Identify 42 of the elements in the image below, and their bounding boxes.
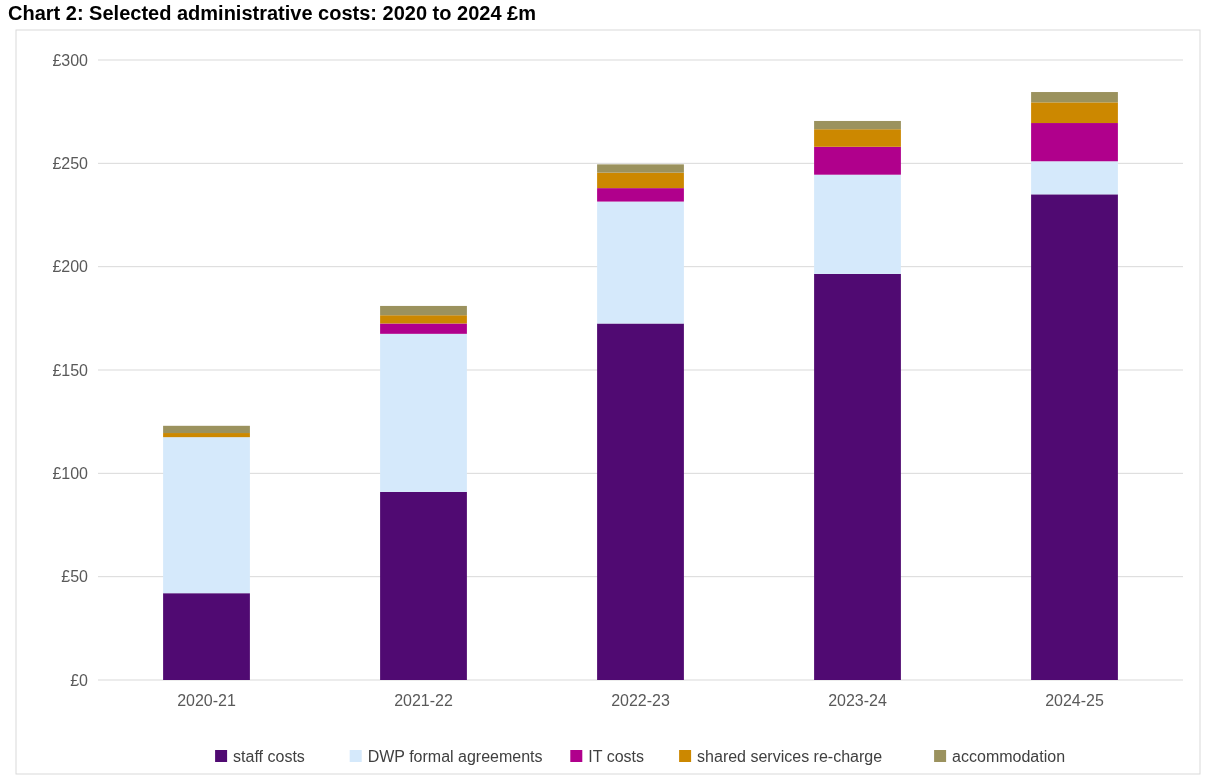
y-tick-label: £250 <box>52 154 89 172</box>
bar <box>380 333 467 492</box>
y-tick-label: £150 <box>52 361 89 379</box>
bar <box>814 120 901 130</box>
y-tick-label: £100 <box>52 464 89 482</box>
bar <box>1031 102 1118 124</box>
y-tick-label: £200 <box>52 258 89 276</box>
bar <box>814 174 901 274</box>
bar <box>380 315 467 324</box>
bar <box>1031 161 1118 195</box>
bar <box>163 433 250 438</box>
bar <box>814 146 901 175</box>
y-tick-label: £50 <box>61 568 89 586</box>
x-tick-label: 2020-21 <box>177 692 236 709</box>
x-tick-label: 2021-22 <box>394 692 453 709</box>
x-tick-label: 2023-24 <box>828 692 887 709</box>
x-tick-label: 2022-23 <box>611 692 670 709</box>
y-tick-label: £300 <box>52 51 89 69</box>
bar <box>1031 123 1118 162</box>
bar <box>814 129 901 147</box>
bar <box>380 323 467 334</box>
x-tick-label: 2024-25 <box>1045 692 1104 709</box>
bar <box>1031 194 1118 680</box>
chart-title: Chart 2: Selected administrative costs: 2020 to 2024 £m <box>8 2 537 24</box>
bar <box>597 323 684 680</box>
bar <box>597 172 684 189</box>
y-tick-label: £0 <box>70 671 89 689</box>
bar <box>380 491 467 680</box>
legend-label: staff costs <box>233 748 305 765</box>
legend-label: IT costs <box>588 748 645 765</box>
bar <box>597 201 684 324</box>
bar <box>163 425 250 434</box>
legend-label: DWP formal agreements <box>367 748 543 765</box>
bar <box>163 593 250 680</box>
bar <box>814 273 901 680</box>
bar <box>597 188 684 202</box>
bar <box>597 164 684 173</box>
legend-label: accommodation <box>952 748 1066 765</box>
bar <box>1031 92 1118 103</box>
legend-label: shared services re-charge <box>697 748 883 765</box>
bar <box>380 305 467 316</box>
bar <box>163 437 250 594</box>
